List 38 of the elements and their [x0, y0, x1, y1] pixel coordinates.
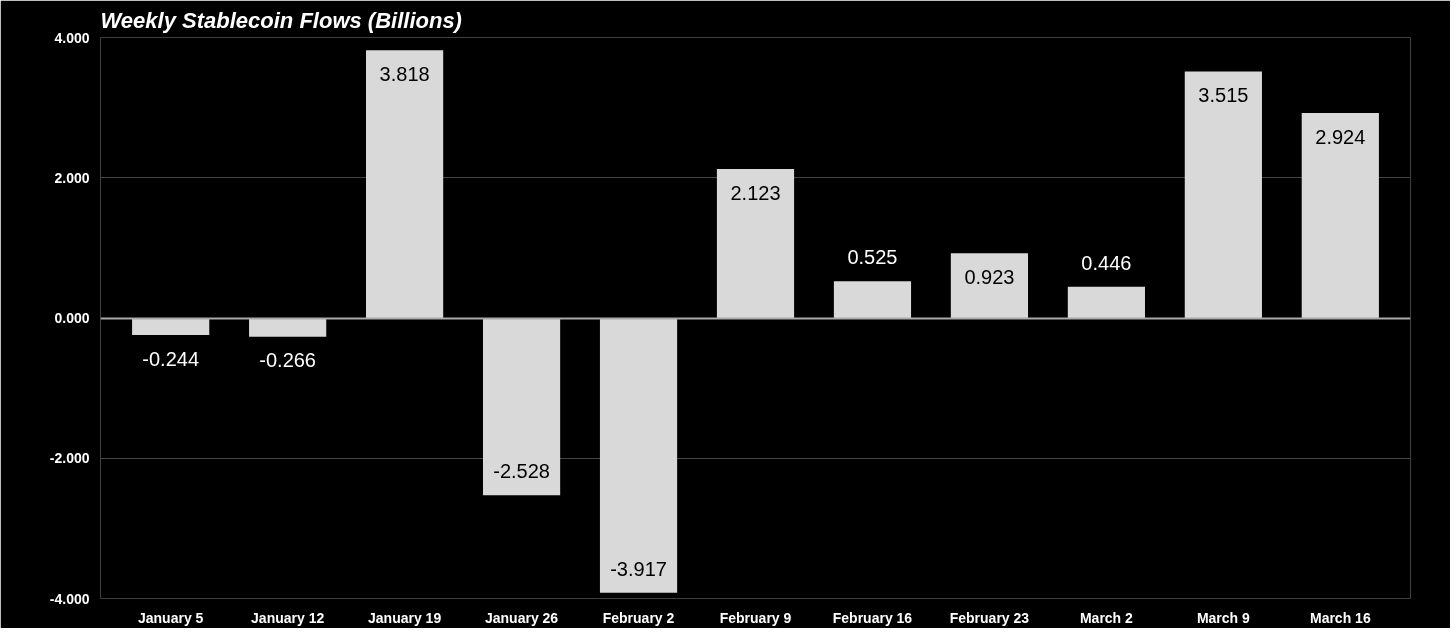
x-tick-label: March 16 [1309, 609, 1371, 626]
bar [950, 253, 1029, 318]
y-tick-label: 4.000 [54, 29, 90, 46]
data-label: 0.525 [847, 246, 898, 269]
data-label: 2.123 [730, 181, 781, 204]
y-tick-label: -4.000 [49, 590, 90, 607]
x-tick-label: January 19 [368, 609, 442, 626]
chart-title: Weekly Stablecoin Flows (Billions) [100, 7, 462, 33]
y-tick-label: 0.000 [54, 310, 90, 326]
x-tick-label: February 2 [602, 609, 675, 626]
data-label: 2.924 [1315, 125, 1366, 148]
x-tick-label: January 5 [137, 609, 204, 626]
data-label: -0.244 [142, 347, 200, 370]
data-label: 0.923 [964, 266, 1015, 289]
data-label: -3.917 [610, 557, 667, 580]
bar [366, 50, 444, 318]
x-tick-label: February 9 [719, 609, 792, 626]
data-label: 0.446 [1081, 251, 1132, 274]
x-tick-label: February 23 [949, 609, 1030, 626]
bar [482, 318, 561, 496]
data-label: -2.528 [493, 460, 550, 483]
bar [249, 318, 327, 337]
bar [1184, 71, 1262, 318]
y-tick-label: 2.000 [54, 169, 90, 186]
x-tick-label: March 9 [1196, 609, 1251, 626]
data-label: -0.266 [259, 349, 317, 372]
x-tick-label: March 2 [1079, 609, 1134, 626]
x-tick-label: February 16 [832, 609, 913, 626]
y-tick-label: -2.000 [49, 450, 90, 467]
bar [833, 281, 912, 318]
data-label: 3.818 [379, 63, 430, 86]
data-label: 3.515 [1198, 84, 1249, 107]
bar [1301, 112, 1379, 318]
bar [599, 318, 678, 593]
x-tick-label: January 26 [484, 609, 559, 626]
bar [1067, 286, 1145, 318]
x-tick-label: January 12 [251, 609, 325, 626]
bar [716, 169, 795, 318]
